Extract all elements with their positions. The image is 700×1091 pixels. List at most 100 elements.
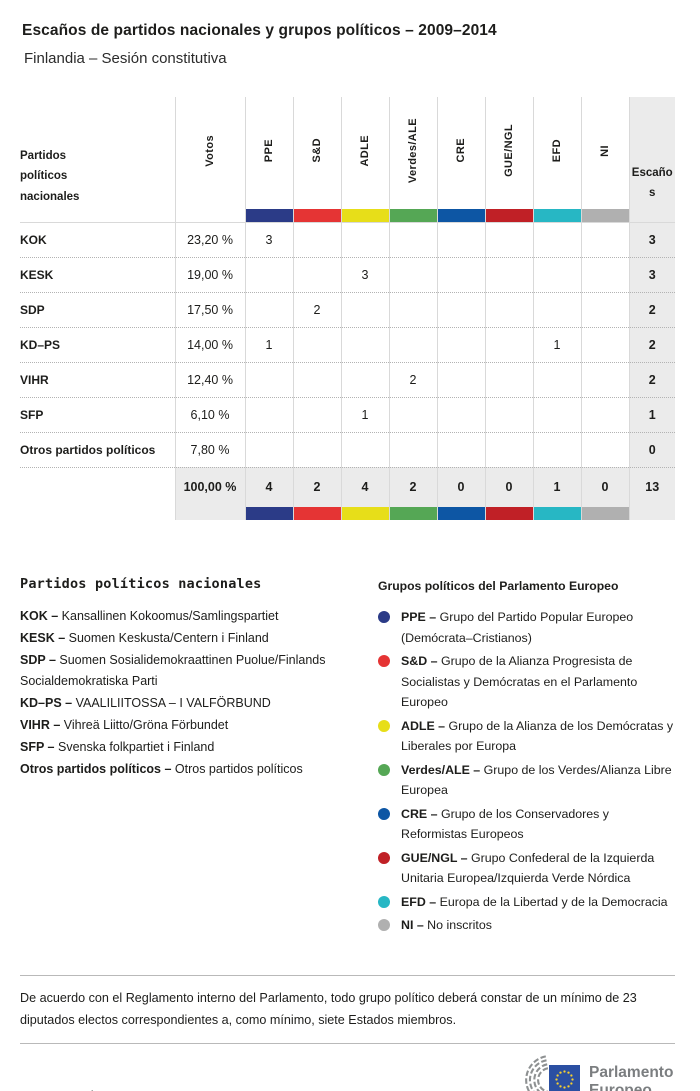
votes-column-spacer (174, 507, 245, 520)
column-header-gue-ngl: GUE/NGL (484, 97, 533, 209)
group-legend-abbr: GUE/NGL – (401, 850, 468, 865)
total-seats-in-ppe: 4 (244, 467, 293, 507)
seats-in-adle: 1 (340, 397, 389, 432)
party-legend-item: Otros partidos políticos – Otros partido… (20, 762, 303, 776)
seats-in-ppe (244, 432, 293, 467)
seats-in-ni (580, 257, 629, 292)
seats-in-adle (340, 327, 389, 362)
group-color-dot-ni (378, 919, 390, 931)
seats-in-verdes-ale (388, 432, 437, 467)
party-legend-abbr: SDP – (20, 653, 56, 667)
table-total-row: 100,00 % 4 2 4 2 0 0 1 0 13 (20, 467, 675, 507)
group-legend-text: PPE – Grupo del Partido Popular Europeo … (401, 610, 634, 645)
party-legend-abbr: Otros partidos políticos – (20, 762, 172, 776)
group-label-ppe: PPE (263, 138, 275, 163)
group-color-bar-cre (436, 507, 485, 520)
seats-total-value: 2 (628, 292, 675, 327)
seats-in-ni (580, 432, 629, 467)
page-title: Escaños de partidos nacionales y grupos … (22, 22, 497, 39)
group-color-bar-s-d (292, 507, 341, 520)
votes-value: 23,20 % (174, 222, 245, 257)
group-color-bar-efd (532, 209, 581, 222)
footer: Fuente: Parlamento Europeo (20, 1052, 675, 1091)
seats-in-ni (580, 292, 629, 327)
national-parties-legend-title: Partidos políticos nacionales (20, 576, 262, 592)
total-seats-in-verdes-ale: 2 (388, 467, 437, 507)
group-color-bar-ni (580, 507, 629, 520)
seats-in-ni (580, 362, 629, 397)
group-color-bar-ppe (244, 507, 293, 520)
seats-in-s-d (292, 432, 341, 467)
group-color-dot-gue-ngl (378, 851, 390, 864)
group-legend-abbr: S&D – (401, 654, 438, 668)
group-color-bar-adle (340, 507, 389, 520)
european-parliament-logo: Parlamento Europeo (503, 1054, 675, 1091)
seats-column-spacer (628, 209, 675, 222)
group-legend-abbr: PPE – (401, 610, 437, 624)
group-label-verdes-ale: Verdes/ALE (407, 117, 419, 184)
group-label-s-d: S&D (311, 138, 323, 163)
seats-in-gue-ngl (484, 362, 533, 397)
political-groups-legend: Grupos políticos del Parlamento Europeo … (378, 576, 675, 939)
seats-in-gue-ngl (484, 257, 533, 292)
seats-in-ni (580, 222, 629, 257)
seats-total-value: 3 (628, 222, 675, 257)
party-legend-abbr: SFP – (20, 740, 55, 754)
seats-in-ppe (244, 362, 293, 397)
group-legend-abbr: EFD – (401, 894, 437, 909)
seats-in-cre (436, 432, 485, 467)
votes-value: 6,10 % (174, 397, 245, 432)
group-legend-text: GUE/NGL – Grupo Confederal de la Izquier… (401, 850, 655, 886)
seats-in-efd (532, 397, 581, 432)
table-row: KD–PS 14,00 % 1 1 2 (20, 327, 675, 362)
group-color-dot-ppe (378, 611, 390, 623)
votes-value: 14,00 % (174, 327, 245, 362)
seats-in-efd (532, 292, 581, 327)
party-name: KD–PS (20, 337, 61, 352)
group-color-bar-ppe (244, 209, 293, 222)
total-seats-in-adle: 4 (340, 467, 389, 507)
group-legend-abbr: CRE – (401, 806, 438, 821)
group-label-cre: CRE (455, 138, 467, 163)
seats-in-verdes-ale (388, 292, 437, 327)
seats-in-s-d (292, 362, 341, 397)
party-legend-abbr: KOK – (20, 609, 59, 623)
party-name: SDP (20, 302, 45, 317)
group-color-dot-cre (378, 807, 390, 820)
seats-in-cre (436, 327, 485, 362)
seats-in-adle (340, 362, 389, 397)
party-name: Otros partidos políticos (20, 442, 156, 457)
group-color-bar-verdes-ale (388, 209, 437, 222)
group-color-bar-s-d (292, 209, 341, 222)
table-header-row: Partidos políticos nacionales Votos PPE S… (20, 97, 675, 209)
group-legend-item: ADLE – Grupo de la Alianza de los Demócr… (378, 716, 675, 757)
group-color-dot-efd (378, 895, 390, 908)
column-header-parties: Partidos políticos nacionales (20, 97, 175, 209)
party-legend-item: SFP – Svenska folkpartiet i Finland (20, 740, 215, 754)
svg-text:Parlamento: Parlamento (589, 1064, 673, 1081)
group-legend-item: NI – No inscritos (378, 915, 675, 936)
table-row: KESK 19,00 % 3 3 (20, 257, 675, 292)
group-legend-item: CRE – Grupo de los Conservadores y Refor… (378, 804, 675, 845)
seats-in-cre (436, 222, 485, 257)
party-name: KESK (20, 267, 54, 282)
table-row: VIHR 12,40 % 2 2 (20, 362, 675, 397)
seats-in-efd (532, 432, 581, 467)
total-votes-value: 100,00 % (174, 467, 245, 507)
total-seats-value: 13 (628, 467, 675, 507)
seats-in-s-d (292, 327, 341, 362)
seats-in-verdes-ale (388, 257, 437, 292)
seats-in-gue-ngl (484, 292, 533, 327)
table-row: SDP 17,50 % 2 2 (20, 292, 675, 327)
svg-text:Europeo: Europeo (589, 1082, 652, 1091)
votes-value: 7,80 % (174, 432, 245, 467)
empty-cell (174, 209, 245, 222)
column-header-cre: CRE (436, 97, 485, 209)
page-subtitle: Finlandia – Sesión constitutiva (24, 50, 227, 67)
group-label-efd: EFD (551, 138, 563, 163)
seats-in-adle: 3 (340, 257, 389, 292)
group-color-bar-verdes-ale (388, 507, 437, 520)
votes-value: 19,00 % (174, 257, 245, 292)
seats-in-efd (532, 362, 581, 397)
group-label-adle: ADLE (359, 134, 371, 167)
